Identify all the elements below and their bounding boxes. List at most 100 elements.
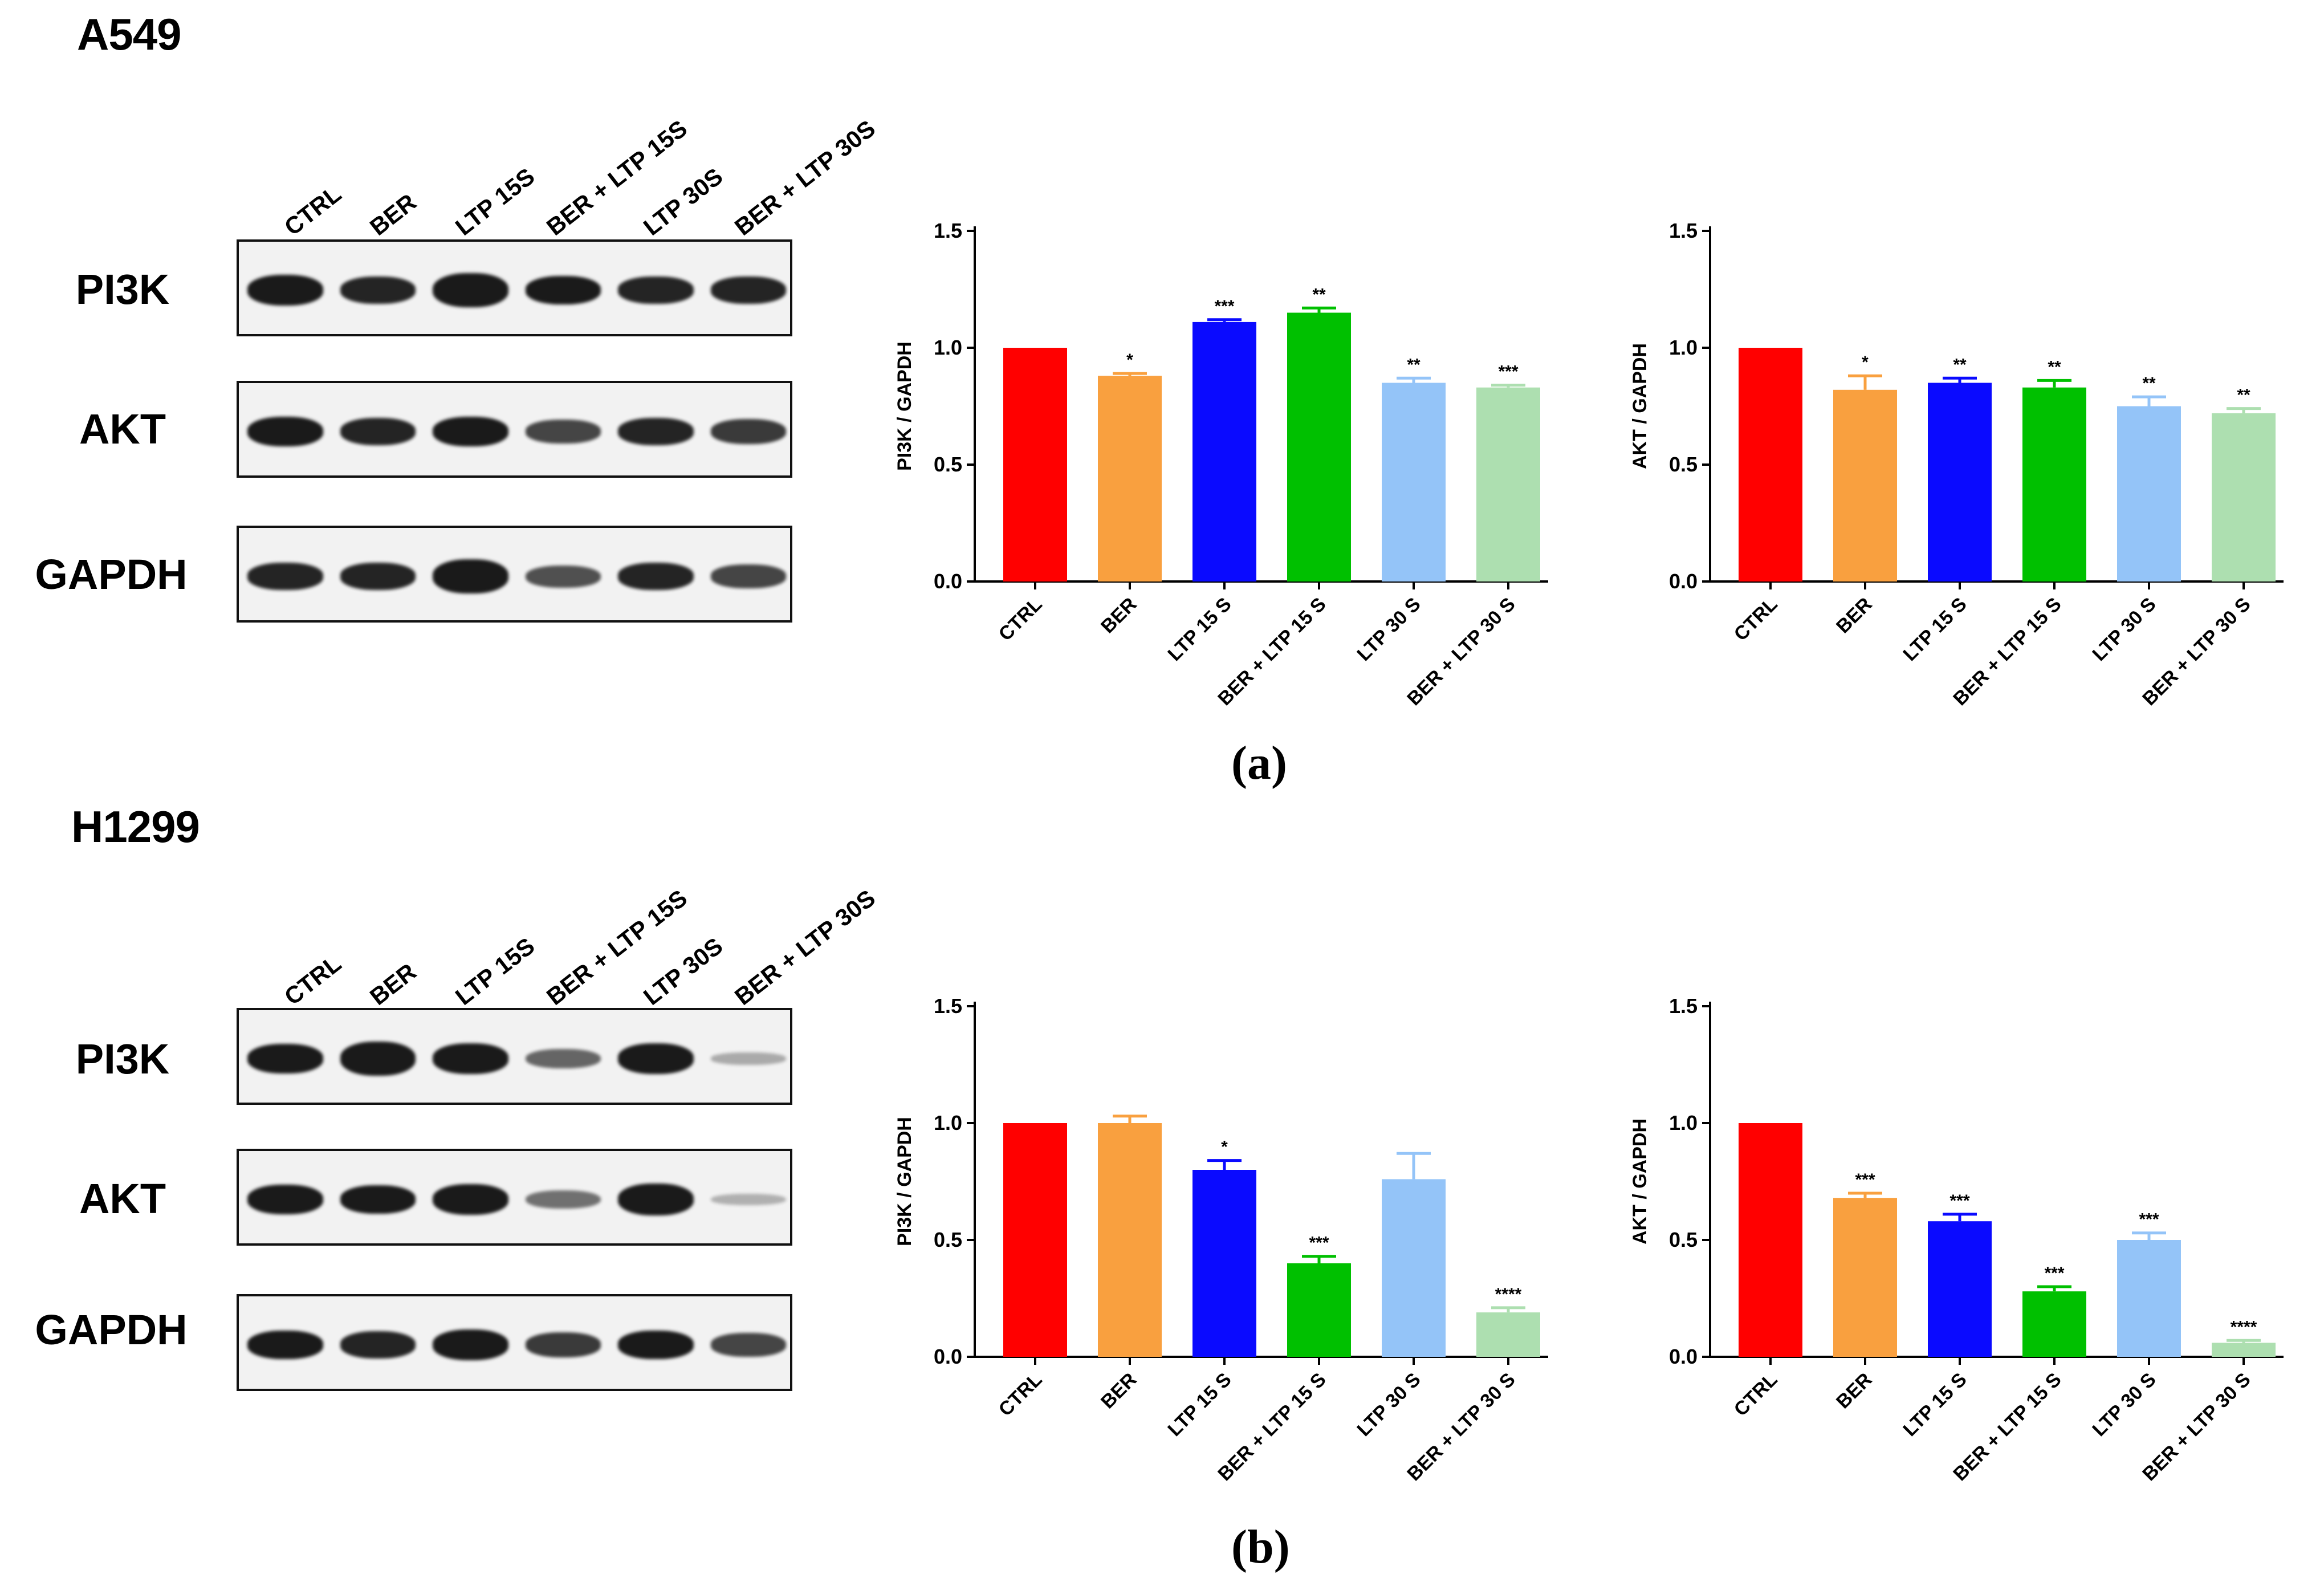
lane-label-ctrl-h1299: CTRL [279,950,347,1011]
protein-label-akt-a: AKT [79,405,166,453]
y-axis-label: AKT / GAPDH [1629,1119,1651,1245]
x-tick-label: LTP 15 S [1899,1369,1971,1441]
blot-band-pi3k-lane-1 [247,1044,323,1073]
x-tick-label: CTRL [995,1369,1047,1421]
lane-label-ltp-30s-a549: LTP 30S [638,162,728,241]
lane-label-ltp-15s-a549: LTP 15S [450,162,540,241]
significance-label: **** [2231,1317,2257,1336]
bar-ltp-15-s [1928,1221,1992,1357]
blot-band-akt-lane-2 [340,418,416,445]
blot-gapdh-h1299 [237,1294,792,1391]
bar-ber [1833,389,1897,581]
blot-band-gapdh-lane-6 [710,564,786,588]
blot-band-gapdh-lane-4 [525,1332,601,1357]
cell-line-title-a549: A549 [77,9,181,59]
lane-label-ber-ltp-30s-a549: BER + LTP 30S [730,115,881,241]
lane-label-ctrl-a549: CTRL [279,180,347,241]
bar-ctrl [1739,1123,1802,1357]
bar-ber-ltp-15-s [1287,1263,1351,1357]
bar-ltp-30-s [1382,383,1446,581]
blot-band-pi3k-lane-4 [525,1048,601,1069]
x-tick-label: LTP 30 S [1353,1369,1424,1441]
significance-label: ** [1407,355,1421,374]
blot-band-gapdh-lane-1 [247,563,323,590]
blot-band-pi3k-lane-6 [710,1052,786,1065]
significance-label: **** [1495,1285,1522,1304]
bar-ber-ltp-30-s [2212,1343,2276,1357]
x-tick-label: LTP 30 S [1353,593,1424,665]
y-tick-label: 0.5 [1669,453,1698,476]
lane-label-ber-a549: BER [365,188,421,241]
protein-label-pi3k-a: PI3K [75,266,170,313]
bar-ltp-15-s [1928,383,1992,581]
bar-ber-ltp-30-s [1476,387,1540,581]
panel-label-b: (b) [1231,1520,1290,1573]
y-tick-label: 1.5 [934,994,962,1018]
blot-akt-h1299 [237,1149,792,1246]
y-axis-label: AKT / GAPDH [1629,343,1651,469]
x-tick-label: BER [1832,593,1877,638]
blot-band-pi3k-lane-2 [340,1042,416,1076]
blot-band-akt-lane-5 [618,418,694,445]
blot-band-gapdh-lane-4 [525,565,601,588]
blot-band-akt-lane-4 [525,420,601,444]
x-tick-label: BER [1832,1369,1877,1413]
bar-ber-ltp-15-s [2022,1291,2086,1357]
blot-band-gapdh-lane-3 [433,559,508,593]
blot-band-akt-lane-6 [710,1193,786,1206]
blot-band-akt-lane-4 [525,1190,601,1209]
blot-band-gapdh-lane-3 [433,1329,508,1360]
x-tick-label: BER [1097,1369,1141,1413]
y-tick-label: 1.5 [1669,994,1698,1018]
significance-label: *** [1855,1170,1875,1189]
significance-label: * [1221,1138,1228,1157]
bar-ltp-15-s [1192,1170,1256,1357]
bar-ber [1098,376,1162,581]
bar-ctrl [1739,348,1802,581]
x-tick-label: CTRL [995,593,1047,645]
bar-ber-ltp-15-s [2022,387,2086,581]
blot-band-pi3k-lane-2 [340,276,416,304]
cell-line-title-h1299: H1299 [71,802,200,852]
lane-label-ber-ltp-30s-h1299: BER + LTP 30S [730,884,881,1011]
x-tick-label: BER [1097,593,1141,638]
bar-ber-ltp-15-s [1287,312,1351,581]
bar-ctrl [1003,348,1067,581]
bar-ltp-15-s [1192,322,1256,581]
y-axis-label: PI3K / GAPDH [894,341,915,471]
bar-ltp-30-s [2117,406,2181,581]
significance-label: *** [1498,363,1518,381]
blot-band-pi3k-lane-3 [433,273,508,307]
lane-label-ber-h1299: BER [365,958,421,1011]
blot-band-pi3k-lane-1 [247,275,323,306]
significance-label: *** [2044,1264,2064,1283]
blot-band-gapdh-lane-2 [340,1331,416,1359]
significance-label: *** [1949,1191,1969,1210]
chart-pi3k-h1299: 0.0 0.5 1.0 1.5 PI3K / GAPDH CTRL BER * LTP 15 S… [894,994,1548,1485]
significance-label: * [1126,351,1133,369]
y-tick-label: 0.0 [934,1345,962,1368]
x-tick-label: LTP 30 S [2088,1369,2160,1441]
y-tick-label: 1.0 [934,1111,962,1134]
significance-label: ** [2142,374,2156,393]
chart-pi3k-a549: 0.0 0.5 1.0 1.5 PI3K / GAPDH CTRL * BER *** LTP 1… [894,219,1548,710]
significance-label: *** [1309,1234,1329,1252]
y-tick-label: 1.0 [1669,336,1698,359]
panel-label-a: (a) [1231,737,1287,790]
blot-band-gapdh-lane-5 [618,563,694,590]
bar-ber [1098,1123,1162,1357]
blot-band-gapdh-lane-5 [618,1331,694,1359]
x-tick-label: CTRL [1730,593,1782,645]
blot-band-pi3k-lane-6 [710,276,786,304]
significance-label: ** [2237,386,2250,405]
protein-label-gapdh-a: GAPDH [35,551,188,598]
blot-gapdh-a549 [237,526,792,623]
y-tick-label: 1.0 [1669,1111,1698,1134]
blot-band-pi3k-lane-5 [618,1043,694,1074]
x-tick-label: LTP 15 S [1163,1369,1235,1441]
blot-band-gapdh-lane-2 [340,563,416,590]
blot-band-gapdh-lane-1 [247,1331,323,1359]
y-tick-label: 1.5 [934,219,962,242]
y-tick-label: 1.5 [1669,219,1698,242]
